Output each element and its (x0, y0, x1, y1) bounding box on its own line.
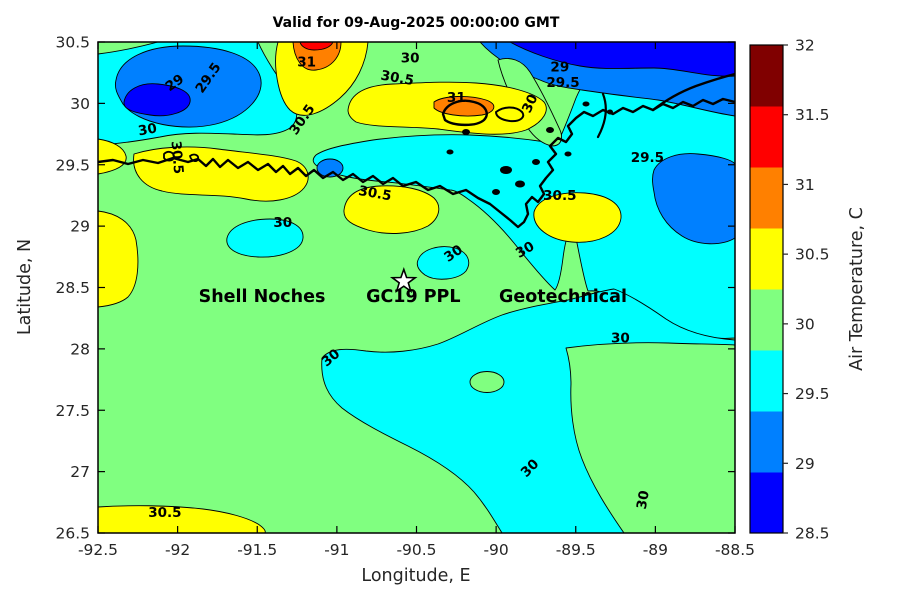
x-tick-label: -88.5 (715, 541, 755, 559)
x-tick-labels: -92.5 -92 -91.5 -91 -90.5 -90 -89.5 -89 -88.5 (78, 541, 755, 559)
colorbar-band (750, 106, 783, 168)
y-tick-labels: 26.5 27 27.5 28 28.5 29 29.5 30 30.5 (55, 34, 90, 543)
y-tick-label: 29 (70, 218, 90, 236)
colorbar-tick-label: 29.5 (795, 385, 830, 403)
plot-area: 29 29.530 30.531 3030.5312929.53029.530.530… (97, 41, 736, 534)
colorbar: 28.5 29 29.5 30 30.5 31 31.5 32 (749, 37, 830, 543)
colorbar-label: Air Temperature, C (847, 207, 867, 371)
contour-value-label: 30 (137, 120, 158, 139)
y-tick-label: 28 (70, 340, 90, 358)
x-tick-label: -89 (643, 541, 668, 559)
x-axis-label: Longitude, E (361, 566, 470, 586)
x-tick-label: -89.5 (556, 541, 596, 559)
contour-value-label: 29.5 (546, 75, 579, 91)
contour-red-sliver-top (299, 42, 334, 51)
colorbar-band (750, 167, 783, 229)
colorbar-tick-label: 29 (795, 455, 815, 473)
contour-yellow-marsh-east (533, 192, 622, 243)
y-tick-label: 27 (70, 463, 90, 481)
site-annotation-text: GC19 PPL (366, 287, 460, 307)
x-tick-label: -92.5 (78, 541, 118, 559)
contour-value-label: 30.5 (543, 188, 576, 204)
contour-value-label: 30 (401, 51, 420, 67)
contour-value-label: 30.5 (148, 505, 181, 521)
axis-ticks (97, 41, 736, 534)
contour-darkblue-core (123, 83, 191, 117)
x-tick-label: -91.5 (237, 541, 277, 559)
contour-cyan-blob-west (226, 218, 304, 258)
contour-green-southeast (565, 342, 735, 533)
y-tick-label: 28.5 (55, 279, 90, 297)
contour-value-label: 29.5 (631, 150, 664, 166)
colorbar-band (750, 228, 783, 290)
contour-blue-oval-center (316, 158, 344, 178)
contour-cyan-blob-center (416, 246, 470, 280)
x-tick-label: -92 (165, 541, 190, 559)
site-annotation-text: Geotechnical (499, 287, 627, 307)
colorbar-tick-label: 30 (795, 315, 815, 333)
colorbar-tick-label: 28.5 (795, 525, 830, 543)
marsh-islands (446, 101, 613, 195)
contour-value-label: 30 (519, 92, 541, 116)
colorbar-band (750, 411, 783, 473)
colorbar-band (750, 472, 783, 534)
contour-orange-north-center (292, 42, 342, 71)
contour-yellow-west-blob (98, 210, 139, 308)
contour-value-label: 30.5 (167, 140, 186, 175)
contour-value-label: 30 (611, 331, 630, 347)
y-tick-label: 29.5 (55, 156, 90, 174)
contour-value-label: 30.5 (357, 183, 393, 205)
star-marker (389, 266, 418, 294)
colorbar-band (750, 350, 783, 412)
x-tick-label: -90.5 (396, 541, 436, 559)
contour-yellow-marsh-west (133, 146, 309, 202)
contour-darkblue-band-northeast (509, 42, 735, 77)
contour-value-label: 30.5 (379, 68, 415, 90)
y-tick-label: 26.5 (55, 525, 90, 543)
y-tick-label: 30 (70, 95, 90, 113)
contour-blue-blob-east (652, 153, 735, 245)
colorbar-tick-label: 31.5 (795, 106, 830, 124)
y-axis-label: Latitude, N (15, 239, 35, 335)
colorbar-tick-label: 31 (795, 176, 815, 194)
annotation-layer: Shell Noches GC19 PPL Geotechnical (199, 266, 627, 307)
colorbar-band (750, 289, 783, 351)
x-tick-label: -90 (483, 541, 508, 559)
contour-value-label: 30 (634, 489, 653, 510)
contour-value-label: 29 (550, 59, 569, 75)
contour-value-label: 31 (447, 90, 466, 106)
y-tick-label: 30.5 (55, 34, 90, 52)
y-tick-label: 27.5 (55, 402, 90, 420)
colorbar-tick-label: 30.5 (795, 246, 830, 264)
contour-value-label: 31 (297, 54, 316, 70)
colorbar-border (749, 44, 784, 534)
contour-yellow-west-sliver (98, 138, 127, 175)
contour-yellow-south-band (98, 505, 266, 533)
site-annotation-text: Shell Noches (199, 287, 326, 307)
contour-orange-delta (433, 96, 495, 117)
contour-yellow-coast-center (343, 185, 440, 234)
figure-title: Valid for 09-Aug-2025 00:00:00 GMT (273, 15, 560, 31)
colorbar-band (750, 45, 783, 107)
colorbar-tick-label: 32 (795, 37, 815, 55)
x-tick-label: -91 (324, 541, 349, 559)
contour-value-label: 30 (273, 215, 292, 231)
contour-green-island (469, 371, 505, 393)
